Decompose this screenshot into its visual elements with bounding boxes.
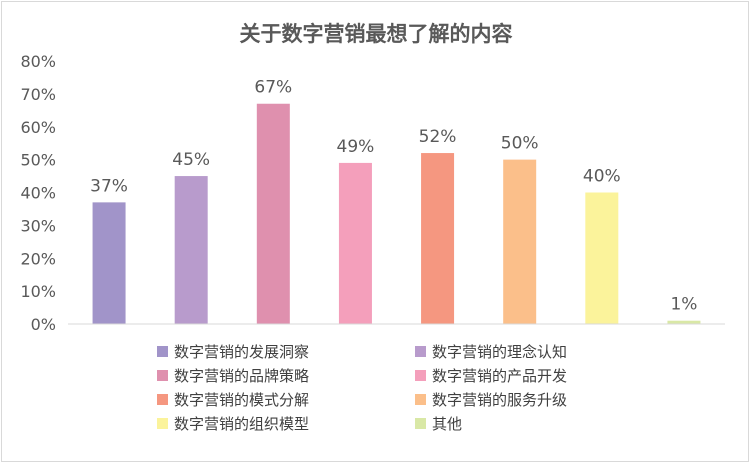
chart-title: 关于数字营销最想了解的内容 [239, 22, 513, 46]
legend-item: 数字营销的理念认知 [415, 340, 673, 362]
legend-item: 数字营销的组织模型 [157, 412, 415, 434]
bar [92, 202, 126, 324]
data-label: 1% [670, 295, 697, 315]
bar [421, 153, 455, 324]
data-label: 45% [172, 150, 210, 170]
legend-label: 其他 [432, 414, 463, 433]
legend-label: 数字营销的组织模型 [174, 414, 310, 433]
legend-item: 其他 [415, 412, 673, 434]
data-label: 49% [337, 137, 375, 157]
y-tick-label: 80% [20, 52, 56, 71]
legend-item: 数字营销的产品开发 [415, 364, 673, 386]
y-tick-label: 0% [31, 315, 56, 334]
y-tick-label: 10% [20, 282, 56, 301]
y-tick-label: 50% [20, 151, 56, 170]
legend-item: 数字营销的发展洞察 [157, 340, 415, 362]
legend-swatch [157, 345, 168, 357]
bar [338, 162, 372, 324]
data-label: 40% [583, 167, 621, 187]
legend-swatch [415, 393, 426, 405]
legend-swatch [415, 417, 426, 429]
legend-item: 数字营销的模式分解 [157, 388, 415, 410]
data-label: 52% [419, 127, 457, 147]
legend-label: 数字营销的产品开发 [432, 366, 568, 385]
y-tick-label: 20% [20, 249, 56, 268]
legend-swatch [157, 393, 168, 405]
legend-swatch [157, 417, 168, 429]
data-label: 37% [90, 176, 128, 196]
bar [174, 176, 208, 324]
y-tick-label: 60% [20, 118, 56, 137]
legend-label: 数字营销的发展洞察 [174, 342, 310, 361]
legend-label: 数字营销的理念认知 [432, 342, 568, 361]
bar [503, 159, 537, 324]
data-label: 50% [501, 134, 539, 154]
bar [585, 192, 619, 324]
data-labels: 37% 45% 67% 49% 52% 50% 40% 1% [90, 78, 697, 315]
legend-label: 数字营销的品牌策略 [174, 366, 310, 385]
y-tick-label: 70% [20, 85, 56, 104]
legend-item: 数字营销的品牌策略 [157, 364, 415, 386]
bar [667, 320, 701, 324]
y-axis: 0% 10% 20% 30% 40% 50% 60% 70% 80% [20, 52, 56, 334]
bar-series [92, 103, 701, 324]
legend-item: 数字营销的服务升级 [415, 388, 673, 410]
legend-label: 数字营销的模式分解 [174, 390, 310, 409]
bar [256, 103, 290, 324]
legend: 数字营销的发展洞察 数字营销的理念认知 数字营销的品牌策略 数字营销的产品开发 数字营销… [157, 340, 677, 434]
legend-swatch [415, 345, 426, 357]
y-tick-label: 30% [20, 216, 56, 235]
legend-swatch [415, 369, 426, 381]
legend-swatch [157, 369, 168, 381]
data-label: 67% [254, 78, 292, 98]
legend-label: 数字营销的服务升级 [432, 390, 568, 409]
y-tick-label: 40% [20, 184, 56, 203]
